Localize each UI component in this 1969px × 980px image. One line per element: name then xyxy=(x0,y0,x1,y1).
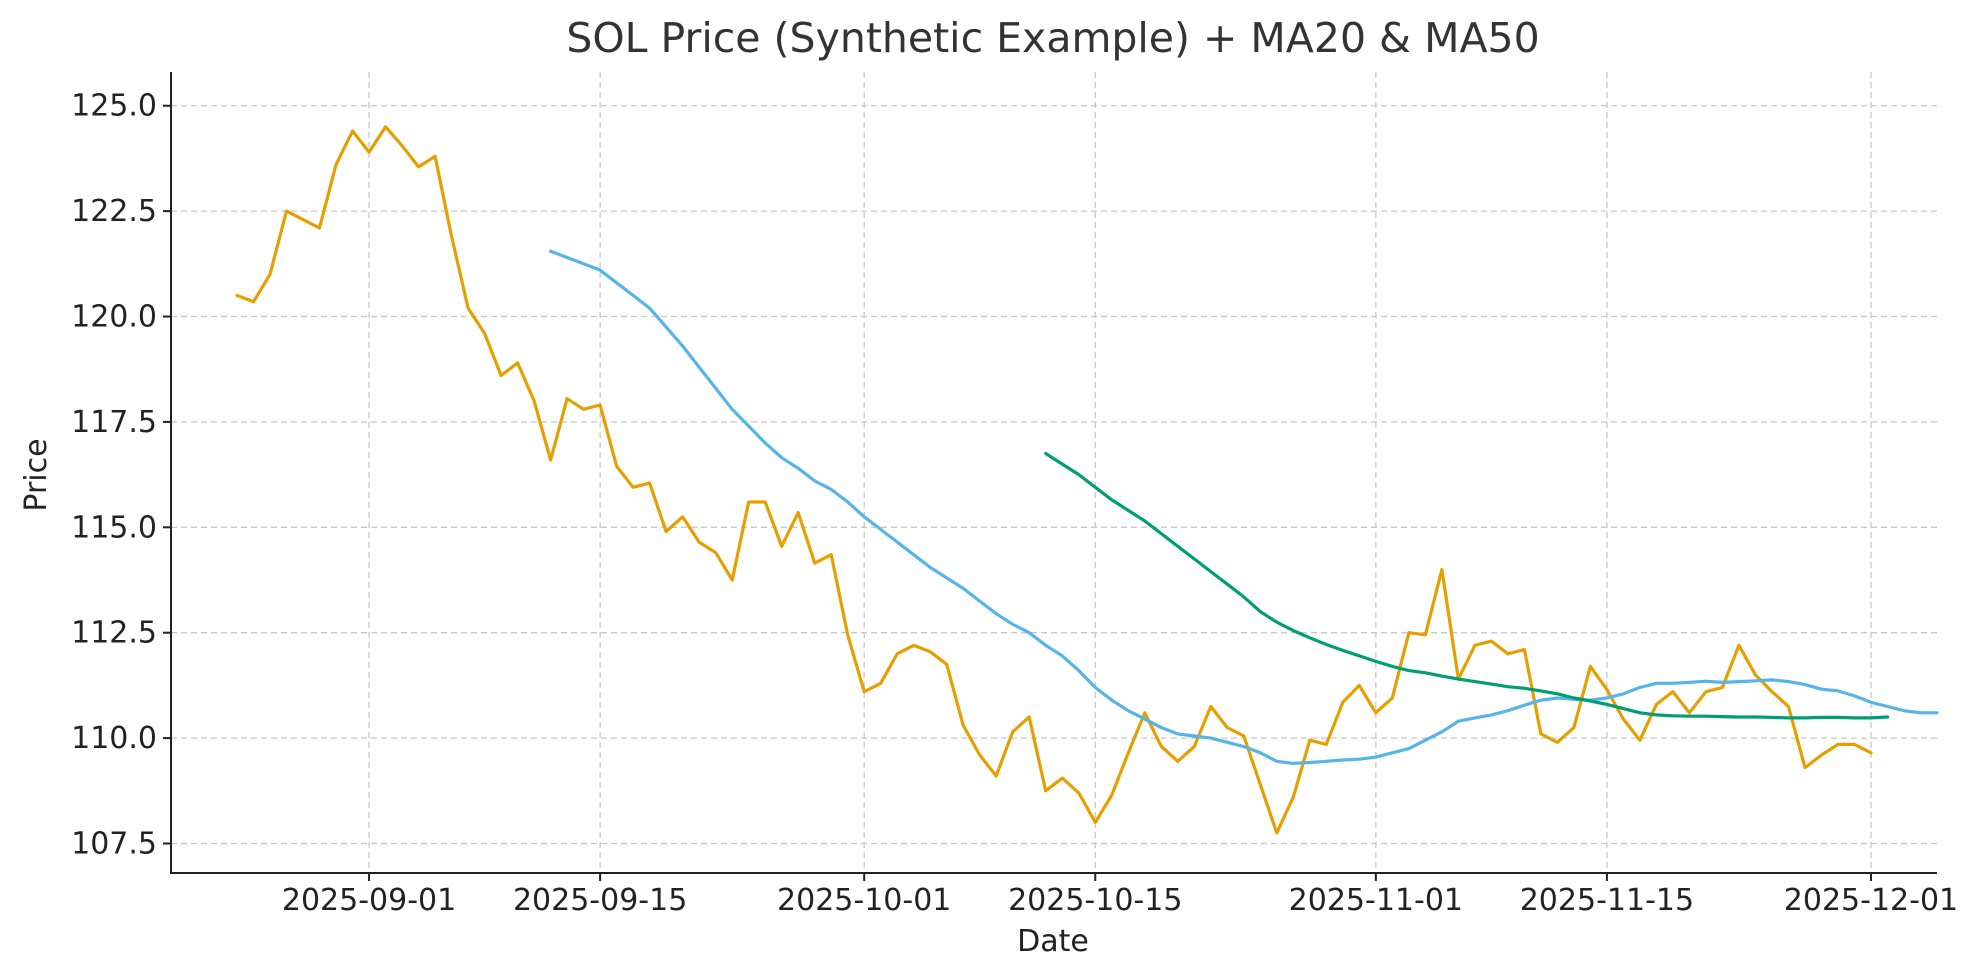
x-tick-label: 2025-09-15 xyxy=(513,883,687,918)
grid-lines xyxy=(171,72,1937,873)
y-axis-label: Price xyxy=(19,438,54,511)
axis-lines xyxy=(170,72,1937,874)
y-tick-label: 115.0 xyxy=(71,510,157,545)
x-tick-label: 2025-12-01 xyxy=(1784,883,1958,918)
series-line-price xyxy=(235,125,1873,835)
x-tick-label: 2025-10-01 xyxy=(777,883,951,918)
y-tick-label: 107.5 xyxy=(71,826,157,861)
x-tick-label: 2025-09-01 xyxy=(282,883,456,918)
y-tick-label: 112.5 xyxy=(71,616,157,651)
y-tick-label: 120.0 xyxy=(71,300,157,335)
y-tick-label: 117.5 xyxy=(71,405,157,440)
x-axis-label: Date xyxy=(1017,924,1089,959)
x-tick-label: 2025-11-01 xyxy=(1289,883,1463,918)
chart-title: SOL Price (Synthetic Example) + MA20 & M… xyxy=(566,14,1539,62)
series-line-ma20 xyxy=(548,249,1939,766)
y-tick-label: 110.0 xyxy=(71,721,157,756)
axes xyxy=(170,72,1937,874)
x-tick-label: 2025-10-15 xyxy=(1008,883,1182,918)
x-axis-ticks: 2025-09-01 2025-09-15 2025-10-01 2025-10-15… xyxy=(282,873,1958,918)
series-lines xyxy=(235,125,1939,835)
series-line-ma50 xyxy=(1044,451,1890,720)
y-tick-label: 122.5 xyxy=(71,194,157,229)
y-tick-label: 125.0 xyxy=(71,89,157,124)
y-axis-ticks: 107.5 110.0 112.5 115.0 117.5 120.0 122.5 125.0 xyxy=(71,89,171,861)
x-tick-label: 2025-11-15 xyxy=(1520,883,1694,918)
